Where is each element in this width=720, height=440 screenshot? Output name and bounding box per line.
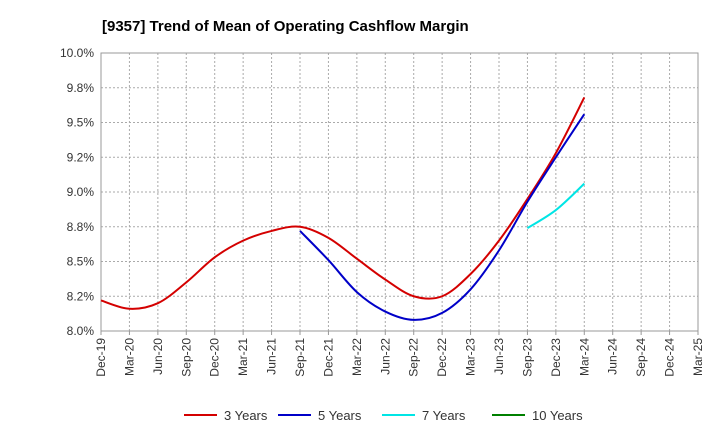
x-tick-label: Sep-22 <box>407 338 421 377</box>
x-tick-label: Mar-23 <box>464 338 478 376</box>
x-tick-label: Jun-22 <box>378 338 392 375</box>
legend-label-10-years: 10 Years <box>532 408 583 423</box>
x-tick-label: Dec-23 <box>549 338 563 377</box>
x-tick-label: Dec-21 <box>321 338 335 377</box>
legend: 3 Years 5 Years 7 Years 10 Years <box>184 408 583 423</box>
x-tick-label: Mar-22 <box>350 338 364 376</box>
x-tick-label: Sep-23 <box>520 338 534 377</box>
x-tick-label: Dec-20 <box>208 338 222 377</box>
grid <box>101 53 698 331</box>
x-tick-label: Sep-24 <box>634 338 648 377</box>
legend-label-7-years: 7 Years <box>422 408 466 423</box>
y-tick-label: 8.0% <box>67 324 95 338</box>
y-tick-label: 10.0% <box>60 46 94 60</box>
y-tick-label: 9.2% <box>67 150 95 164</box>
chart-title: [9357] Trend of Mean of Operating Cashfl… <box>102 18 469 35</box>
series-line-3-years <box>100 97 586 310</box>
x-axis: Dec-19 Mar-20 Jun-20 Sep-20 Dec-20 Mar-21 Jun-… <box>94 331 705 377</box>
y-tick-label: 8.8% <box>67 220 95 234</box>
series-lines <box>100 97 586 321</box>
y-tick-label: 8.5% <box>67 255 95 269</box>
y-axis: 10.0% 9.8% 9.5% 9.2% 9.0% 8.8% 8.5% 8.2% 8.0% <box>60 46 94 338</box>
y-tick-label: 8.2% <box>67 289 95 303</box>
y-tick-label: 9.0% <box>67 185 95 199</box>
x-tick-label: Mar-20 <box>122 338 136 376</box>
plot-frame <box>100 52 699 332</box>
x-tick-label: Mar-21 <box>236 338 250 376</box>
x-tick-label: Jun-24 <box>606 338 620 375</box>
x-tick-label: Mar-24 <box>577 338 591 376</box>
x-tick-label: Dec-19 <box>94 338 108 377</box>
y-tick-label: 9.8% <box>67 81 95 95</box>
legend-label-5-years: 5 Years <box>318 408 362 423</box>
x-tick-label: Jun-20 <box>151 338 165 375</box>
x-tick-label: Sep-21 <box>293 338 307 377</box>
x-tick-label: Sep-20 <box>179 338 193 377</box>
x-tick-label: Jun-21 <box>265 338 279 375</box>
series-line-5-years <box>299 113 586 321</box>
y-tick-label: 9.5% <box>67 116 95 130</box>
x-tick-label: Jun-23 <box>492 338 506 375</box>
legend-label-3-years: 3 Years <box>224 408 268 423</box>
x-tick-label: Mar-25 <box>691 338 705 376</box>
x-tick-label: Dec-24 <box>663 338 677 377</box>
series-line-7-years <box>526 182 585 229</box>
x-tick-label: Dec-22 <box>435 338 449 377</box>
